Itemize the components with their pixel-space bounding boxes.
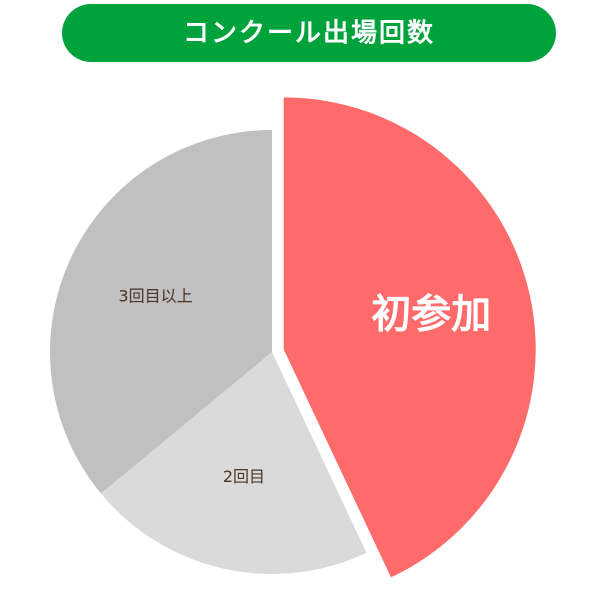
- slice-label: 3回目以上: [118, 287, 192, 306]
- pie-slice: [283, 97, 536, 578]
- slice-label: 初参加: [371, 291, 491, 337]
- title-pill: [62, 4, 556, 62]
- pie-slice: [100, 352, 367, 574]
- slice-label: 2回目: [223, 467, 265, 486]
- pie-slice: [50, 130, 272, 494]
- chart-title: コンクール出場回数: [183, 19, 435, 49]
